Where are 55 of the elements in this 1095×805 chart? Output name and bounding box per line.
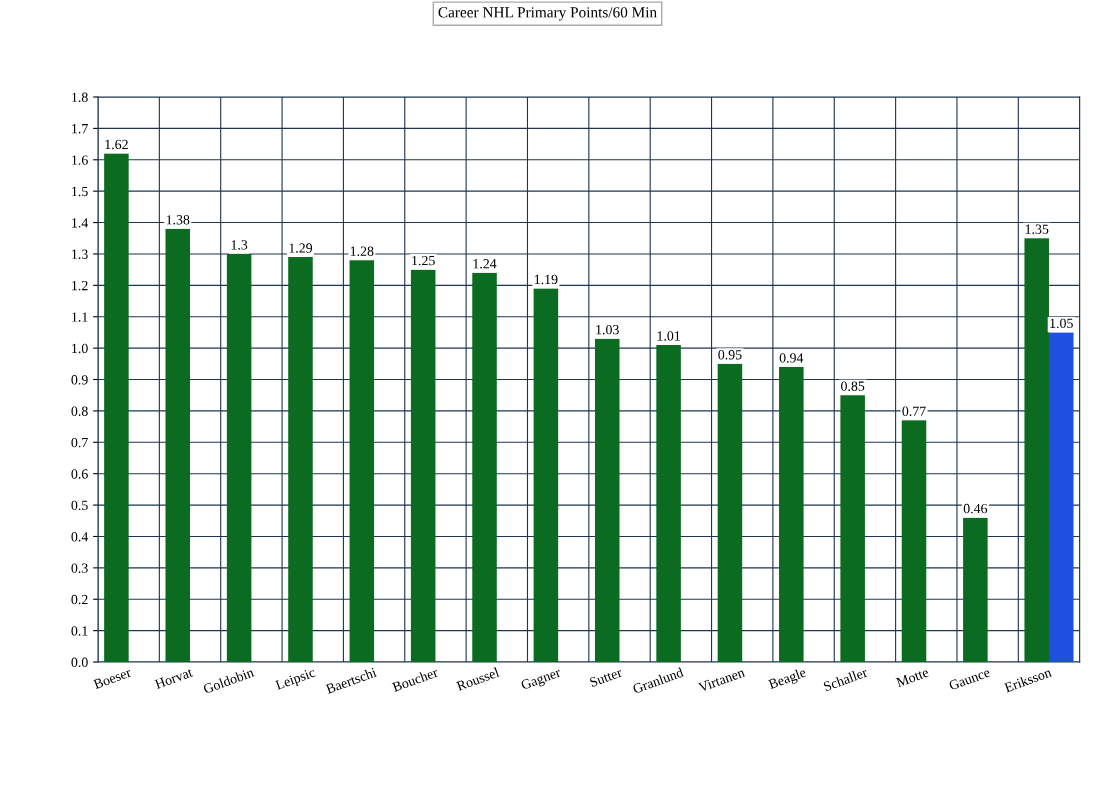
bar: [226, 253, 252, 663]
data-label: 0.94: [779, 353, 804, 363]
x-tick-label: Gagner: [520, 667, 563, 693]
y-tick-label: 0.0: [71, 657, 88, 668]
y-tick-label: 1.4: [72, 218, 89, 228]
y-tick-label: 1.1: [72, 312, 88, 322]
data-label: 0.95: [718, 350, 742, 360]
x-tick-label: Gaunce: [948, 667, 991, 691]
x-tick-label: Eriksson: [1003, 666, 1053, 693]
y-tick-label: 1.7: [72, 124, 88, 134]
y-tick-label: 1.6: [72, 155, 88, 165]
x-tick-label: Horvat: [154, 667, 194, 690]
y-tick-label: 0.5: [71, 500, 88, 511]
data-label: 1.3: [231, 240, 248, 250]
y-tick-label: 1.8: [72, 92, 88, 103]
data-label: 1.29: [289, 243, 313, 253]
data-label: 0.85: [841, 381, 865, 391]
bar: [594, 338, 620, 663]
data-label: 1.35: [1025, 224, 1049, 234]
x-tick-label: Boeser: [93, 667, 132, 690]
bar: [472, 272, 497, 663]
data-label: 1.05: [1050, 318, 1073, 329]
data-label: 1.24: [473, 259, 497, 269]
data-label: 1.28: [350, 246, 374, 256]
y-tick-label: 0.8: [71, 406, 88, 416]
x-tick-label: Sutter: [589, 667, 623, 688]
data-label: 1.25: [412, 255, 435, 266]
data-label: 1.19: [534, 274, 558, 285]
data-label: 1.01: [657, 331, 680, 341]
x-tick-label: Goldobin: [202, 666, 255, 694]
data-label: 1.62: [105, 139, 128, 150]
x-tick-label: Schaller: [823, 666, 869, 692]
data-label: 0.46: [963, 503, 988, 514]
y-tick-label: 1.0: [72, 343, 88, 354]
x-tick-label: Leipsic: [274, 667, 317, 693]
y-tick-label: 0.7: [71, 437, 88, 448]
y-tick-label: 1.3: [72, 249, 88, 259]
data-label: 1.03: [596, 324, 619, 335]
x-tick-label: Beagle: [767, 667, 808, 692]
y-tick-label: 1.5: [72, 186, 88, 197]
x-tick-label: Motte: [895, 667, 930, 688]
y-tick-label: 0.3: [71, 563, 88, 573]
x-tick-label: Virtanen: [697, 667, 746, 693]
y-tick-label: 0.6: [71, 469, 88, 479]
x-tick-label: Boucher: [391, 666, 439, 693]
y-tick-label: 0.4: [71, 532, 89, 542]
bar: [840, 395, 865, 663]
data-label: 1.38: [166, 215, 190, 225]
y-tick-label: 1.2: [72, 280, 88, 291]
y-tick-label: 0.9: [71, 375, 88, 385]
bar: [104, 153, 129, 663]
data-label: 0.77: [902, 406, 926, 416]
y-tick-label: 0.1: [71, 626, 88, 636]
y-tick-label: 0.2: [71, 594, 88, 605]
chart-title: Career NHL Primary Points/60 Min: [438, 7, 657, 21]
